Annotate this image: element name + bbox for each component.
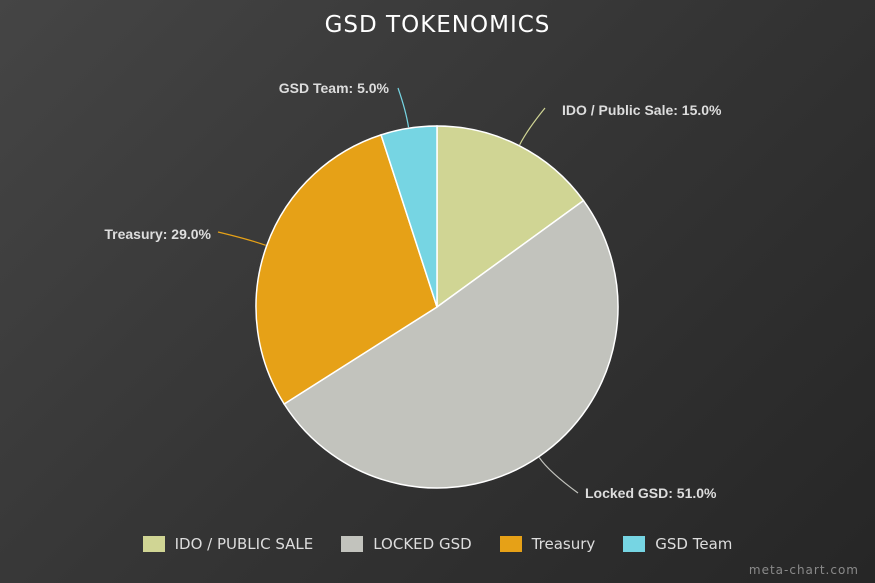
legend-swatch-treasury [499, 536, 522, 552]
pie-slice-treasury [255, 133, 438, 406]
legend-item-treasury: Treasury [499, 535, 596, 553]
leader-line-treasury [217, 231, 266, 246]
watermark: meta-chart.com [748, 563, 859, 577]
legend-item-gsd-team: GSD Team [623, 535, 732, 553]
legend-swatch-gsd-team [623, 536, 646, 552]
pie-slice-gsd-team [380, 125, 438, 308]
pie-slice-locked-gsd [283, 199, 619, 489]
chart-title: GSD TOKENOMICS [324, 12, 551, 38]
legend-item-locked-gsd: LOCKED GSD [341, 535, 472, 553]
legend-label-locked-gsd: LOCKED GSD [373, 535, 472, 553]
leader-line-gsd-team [397, 87, 410, 128]
slice-label-treasury: Treasury: 29.0% [104, 226, 211, 242]
legend-item-ido: IDO / PUBLIC SALE [142, 535, 314, 553]
pie-slices [255, 125, 619, 489]
legend-swatch-ido [142, 536, 165, 552]
legend-label-treasury: Treasury [531, 535, 596, 553]
legend-label-gsd-team: GSD Team [655, 535, 733, 553]
pie-slice-ido-public-sale [436, 125, 585, 309]
legend-swatch-locked-gsd [341, 536, 364, 552]
leader-line-locked-gsd [538, 457, 579, 494]
slice-label-ido-public-sale: IDO / Public Sale: 15.0% [562, 102, 722, 118]
leader-lines [217, 87, 579, 494]
legend-label-ido: IDO / PUBLIC SALE [174, 535, 314, 553]
legend: IDO / PUBLIC SALE LOCKED GSD Treasury GS… [0, 535, 875, 553]
slice-label-locked-gsd: Locked GSD: 51.0% [585, 485, 717, 501]
leader-line-ido-public-sale [519, 107, 546, 146]
slice-label-gsd-team: GSD Team: 5.0% [279, 80, 390, 96]
slice-labels: IDO / Public Sale: 15.0% Locked GSD: 51.0… [104, 80, 722, 501]
